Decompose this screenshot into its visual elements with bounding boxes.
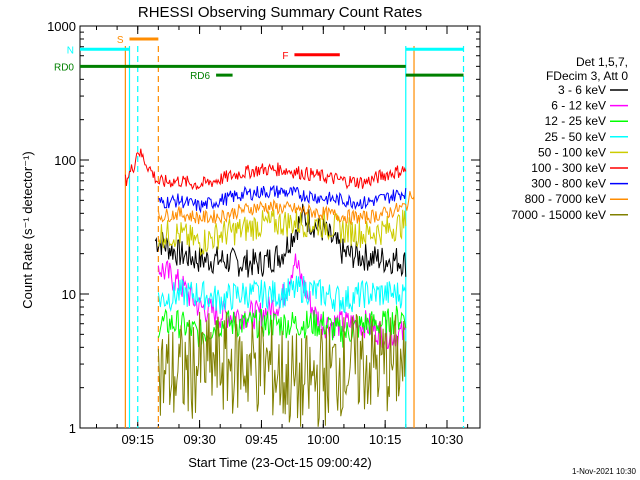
y-tick-label: 1 [69, 421, 76, 436]
y-tick-label: 1000 [47, 19, 76, 34]
legend-header-line-2: FDecim 3, Att 0 [546, 69, 628, 83]
legend-entry-label: 100 - 300 keV [531, 161, 606, 175]
plot-frame [79, 25, 481, 429]
x-tick-label: 10:15 [369, 432, 402, 447]
y-tick-label: 100 [54, 153, 76, 168]
legend-entry-label: 800 - 7000 keV [525, 192, 606, 206]
annotation-label: F [282, 51, 288, 62]
series-line [157, 253, 407, 350]
annotation-label: N [67, 45, 74, 56]
plot-axes: 1 10 100 1000 09:15 09:30 09:45 10:00 10:15 10:30 [47, 19, 481, 447]
series-line [154, 203, 407, 278]
series-line [158, 184, 407, 214]
x-axis-label: Start Time (23-Oct-15 09:00:42) [188, 455, 372, 470]
series-line [157, 191, 415, 226]
legend-entry-label: 50 - 100 keV [538, 145, 606, 159]
legend-entry-label: 25 - 50 keV [545, 130, 606, 144]
chart-title: RHESSI Observing Summary Count Rates [138, 4, 422, 21]
series-line [124, 148, 407, 191]
y-tick-label: 10 [62, 287, 76, 302]
y-axis-label: Count Rate (s⁻¹ detector⁻¹) [20, 151, 35, 309]
legend-entry-label: 300 - 800 keV [531, 177, 606, 191]
footer-date: 1-Nov-2021 10:30 [572, 467, 637, 476]
legend-header-line-1: Det 1,5,7, [576, 55, 628, 69]
series-line [157, 311, 407, 427]
x-tick-label: 09:15 [121, 432, 154, 447]
legend-entry-label: 6 - 12 keV [551, 99, 606, 113]
data-series [124, 148, 415, 427]
instrument-state-markers: S N RD0 RD6 F [54, 35, 465, 428]
legend-entry-label: 7000 - 15000 keV [511, 208, 606, 222]
annotation-label: RD6 [190, 71, 210, 82]
series-line [157, 275, 407, 314]
legend-entry-label: 3 - 6 keV [558, 83, 606, 97]
annotation-label: S [117, 35, 124, 46]
x-tick-label: 09:30 [183, 432, 216, 447]
series-line [157, 209, 407, 257]
legend: Det 1,5,7, FDecim 3, Att 0 3 - 6 keV 6 - … [511, 55, 628, 222]
annotation-label: RD0 [54, 62, 74, 73]
x-tick-label: 10:30 [431, 432, 464, 447]
x-tick-label: 10:00 [307, 432, 340, 447]
legend-entry-label: 12 - 25 keV [545, 114, 606, 128]
x-tick-label: 09:45 [245, 432, 278, 447]
